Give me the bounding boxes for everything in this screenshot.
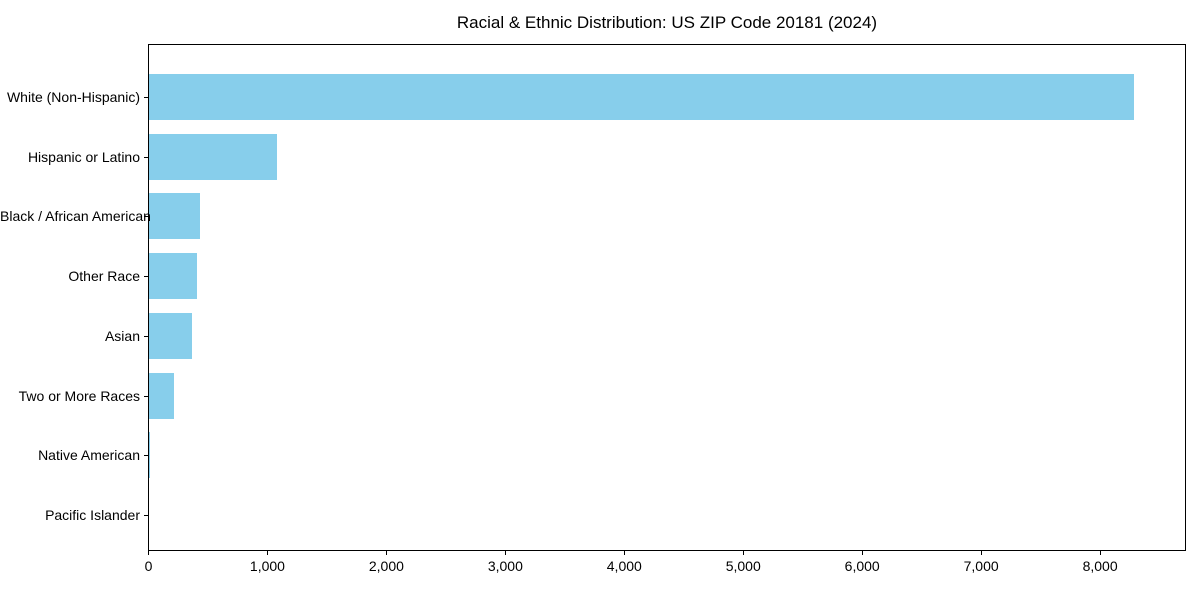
x-axis-tick (861, 551, 863, 555)
x-axis-tick (148, 551, 149, 555)
x-axis-tick-label: 5,000 (725, 558, 761, 574)
y-axis-tick (144, 276, 148, 278)
y-axis-tick (144, 514, 148, 516)
x-axis-tick (742, 551, 744, 555)
y-axis-label: Native American (38, 447, 140, 464)
y-axis-label: Other Race (68, 268, 140, 285)
y-axis-tick (144, 335, 148, 337)
x-axis-tick (980, 551, 982, 555)
x-axis-tick (385, 551, 387, 555)
bar-two-or-more-races (149, 372, 174, 419)
x-axis-tick-label: 6,000 (844, 558, 880, 574)
y-axis-tick (144, 455, 148, 457)
plot-area (148, 44, 1186, 551)
x-axis-tick-label: 8,000 (1082, 558, 1118, 574)
y-axis-tick (144, 97, 148, 98)
bar-white-non-hispanic (149, 74, 1135, 120)
y-axis-tick (144, 156, 148, 158)
bar-native-american (149, 432, 150, 479)
bar-other-race (149, 253, 197, 300)
y-axis-tick (144, 216, 148, 218)
y-axis-label: Hispanic or Latino (27, 148, 140, 165)
y-axis-label: White (Non-Hispanic) (6, 89, 140, 105)
y-axis-label: Black / African American (0, 208, 151, 225)
bar-hispanic-or-latino (149, 133, 278, 180)
bar-asian (149, 312, 193, 359)
chart-title: Racial & Ethnic Distribution: US ZIP Cod… (456, 13, 878, 32)
x-axis-tick-label: 7,000 (963, 558, 999, 574)
x-axis-tick-label: 1,000 (249, 558, 285, 574)
y-axis-label: Two or More Races (18, 387, 140, 404)
x-axis-tick-label: 4,000 (606, 558, 642, 574)
y-axis-label: Pacific Islander (45, 506, 140, 523)
x-axis-tick-label: 0 (144, 558, 153, 574)
x-axis-tick (266, 551, 268, 555)
y-axis-label: Asian (104, 327, 140, 344)
x-axis-tick (504, 551, 506, 555)
x-axis-tick-label: 2,000 (368, 558, 404, 574)
y-axis-tick (144, 395, 148, 397)
x-axis-tick (623, 551, 625, 555)
bar-black-african-american (149, 193, 201, 240)
x-axis-tick-label: 3,000 (487, 558, 523, 574)
x-axis-tick (1099, 551, 1101, 555)
